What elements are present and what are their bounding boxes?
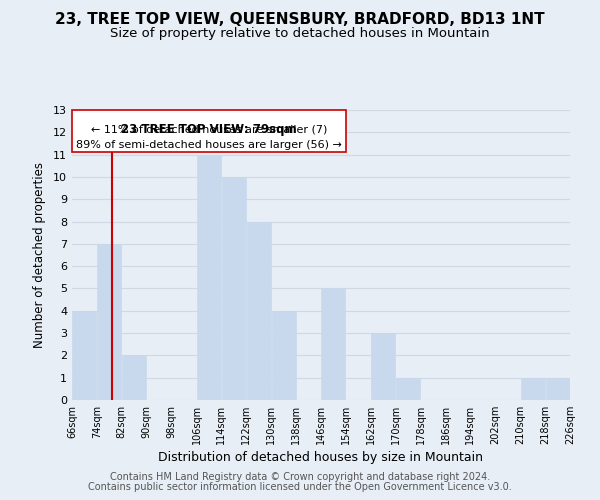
- Text: 23 TREE TOP VIEW: 79sqm: 23 TREE TOP VIEW: 79sqm: [121, 122, 297, 136]
- Text: 23, TREE TOP VIEW, QUEENSBURY, BRADFORD, BD13 1NT: 23, TREE TOP VIEW, QUEENSBURY, BRADFORD,…: [55, 12, 545, 28]
- Bar: [247, 222, 271, 400]
- Bar: [322, 288, 346, 400]
- Text: 89% of semi-detached houses are larger (56) →: 89% of semi-detached houses are larger (…: [76, 140, 342, 150]
- Text: ← 11% of detached houses are smaller (7): ← 11% of detached houses are smaller (7): [91, 124, 327, 134]
- Bar: [272, 311, 296, 400]
- Bar: [521, 378, 545, 400]
- Text: Contains public sector information licensed under the Open Government Licence v3: Contains public sector information licen…: [88, 482, 512, 492]
- Bar: [545, 378, 569, 400]
- Text: Size of property relative to detached houses in Mountain: Size of property relative to detached ho…: [110, 28, 490, 40]
- Text: Contains HM Land Registry data © Crown copyright and database right 2024.: Contains HM Land Registry data © Crown c…: [110, 472, 490, 482]
- Bar: [222, 177, 246, 400]
- Bar: [73, 311, 97, 400]
- Bar: [97, 244, 121, 400]
- Bar: [396, 378, 420, 400]
- X-axis label: Distribution of detached houses by size in Mountain: Distribution of detached houses by size …: [158, 451, 484, 464]
- Bar: [122, 356, 146, 400]
- Bar: [197, 154, 221, 400]
- Bar: [371, 333, 395, 400]
- Y-axis label: Number of detached properties: Number of detached properties: [33, 162, 46, 348]
